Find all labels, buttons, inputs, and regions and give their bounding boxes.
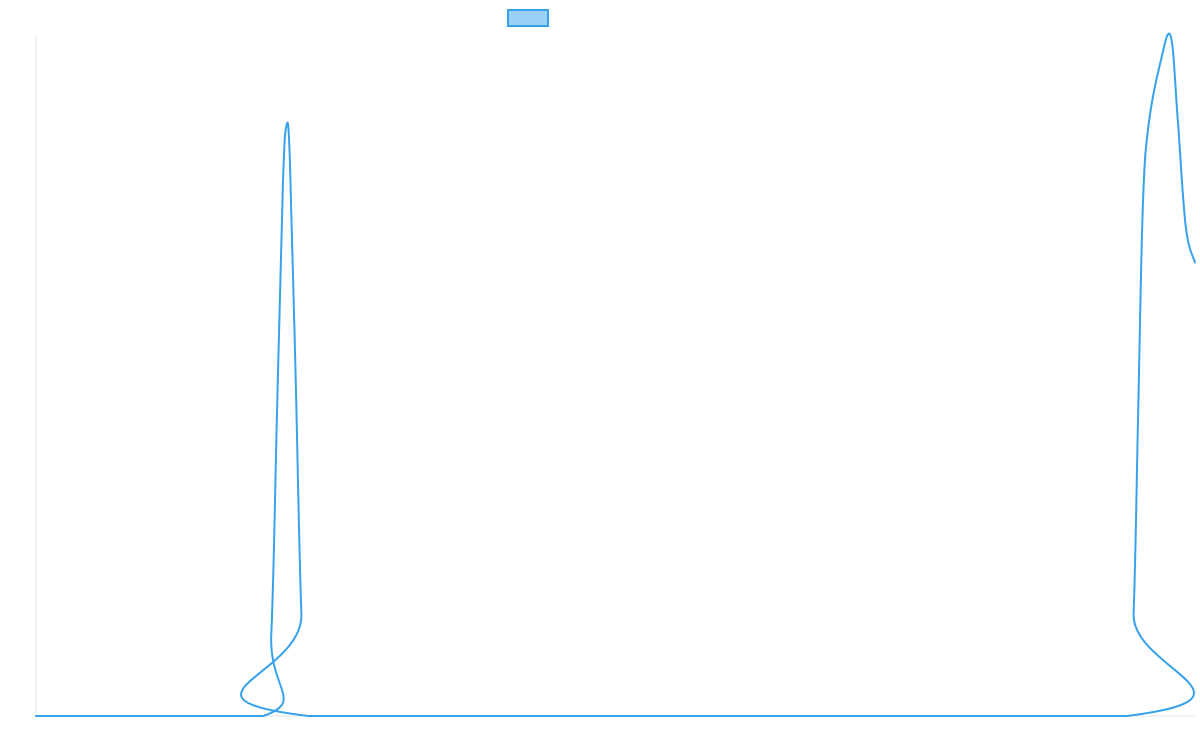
axes	[35, 36, 1195, 717]
legend-swatch-0[interactable]	[507, 9, 549, 27]
legend[interactable]	[507, 9, 549, 27]
series-layer	[35, 32, 1196, 718]
series-line-0	[35, 32, 1196, 718]
